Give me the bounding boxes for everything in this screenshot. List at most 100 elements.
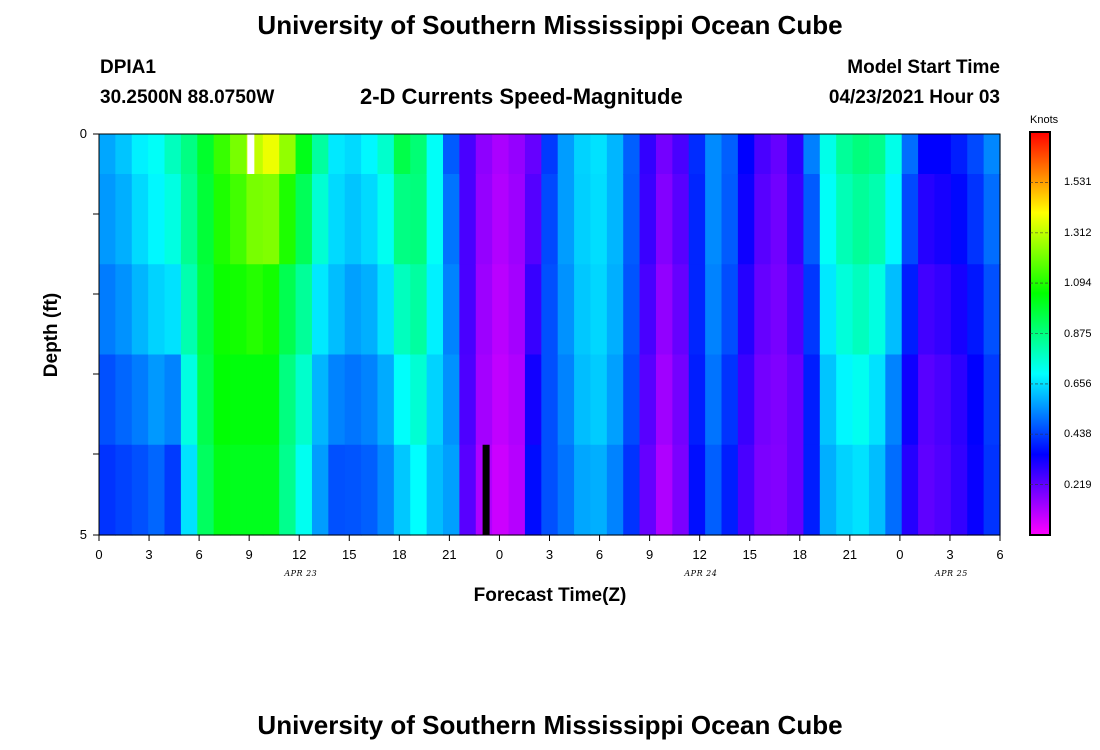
- heatmap-cell: [967, 264, 985, 356]
- heatmap-cell: [934, 444, 952, 536]
- heatmap-cell: [524, 134, 542, 175]
- heatmap-cell: [770, 264, 788, 356]
- heatmap-cell: [524, 444, 542, 536]
- colorbar: [1029, 131, 1051, 536]
- heatmap-cell: [590, 174, 608, 265]
- heatmap-cell: [262, 174, 280, 265]
- x-tick-label: 9: [245, 547, 253, 562]
- heatmap-cell: [148, 264, 166, 356]
- page-title-top: University of Southern Mississippi Ocean…: [257, 10, 843, 40]
- heatmap-cell: [426, 174, 444, 265]
- heatmap-cell: [885, 264, 903, 356]
- heatmap-cell: [688, 354, 706, 446]
- heatmap-cell: [262, 354, 280, 446]
- heatmap-cell: [508, 174, 526, 265]
- heatmap-cell: [180, 174, 198, 265]
- heatmap-cell: [672, 134, 690, 175]
- x-tick-label: 0: [495, 547, 504, 562]
- heatmap-cell: [639, 174, 657, 265]
- heatmap-cell: [639, 264, 657, 356]
- heatmap-cell: [770, 134, 788, 175]
- heatmap-cell: [885, 174, 903, 265]
- heatmap-cell: [721, 444, 739, 536]
- heatmap-cell: [541, 264, 559, 356]
- heatmap-cell: [672, 354, 690, 446]
- heatmap-cell: [852, 134, 870, 175]
- heatmap-cell: [131, 354, 149, 446]
- heatmap-cell: [836, 174, 854, 265]
- heatmap-cell: [361, 134, 379, 175]
- heatmap-cell: [279, 134, 297, 175]
- heatmap-cell: [148, 134, 166, 175]
- heatmap-cell: [131, 134, 149, 175]
- heatmap-cell: [770, 174, 788, 265]
- heatmap-cell: [328, 264, 346, 356]
- heatmap-markers: [247, 134, 490, 535]
- heatmap-cell: [262, 264, 280, 356]
- heatmap-cell: [180, 134, 198, 175]
- date-label: APR 25: [934, 569, 968, 578]
- heatmap-cell: [426, 354, 444, 446]
- heatmap-cell: [950, 264, 968, 356]
- heatmap-cell: [180, 264, 198, 356]
- heatmap-cell: [606, 264, 624, 356]
- heatmap-cell: [655, 354, 673, 446]
- heatmap-cell: [639, 354, 657, 446]
- model-start-value: 04/23/2021 Hour 03: [828, 87, 1000, 108]
- heatmap-cell: [557, 174, 575, 265]
- heatmap-cell: [557, 264, 575, 356]
- heatmap-cell: [475, 134, 493, 175]
- heatmap-cell: [492, 444, 510, 536]
- heatmap-cell: [787, 174, 805, 265]
- heatmap-cell: [459, 264, 477, 356]
- y-tick-label: 5: [79, 527, 87, 542]
- heatmap-cell: [590, 134, 608, 175]
- heatmap-cell: [967, 174, 985, 265]
- heatmap-cell: [246, 354, 264, 446]
- colorbar-tick-label: 0.875: [1064, 327, 1092, 340]
- heatmap-cell: [541, 444, 559, 536]
- heatmap-cell: [459, 134, 477, 175]
- colorbar-tick-label: 0.219: [1064, 478, 1092, 491]
- x-tick-label: 21: [442, 547, 457, 562]
- heatmap-cell: [443, 264, 460, 356]
- x-tick-label: 0: [95, 547, 103, 562]
- heatmap-cell: [705, 264, 723, 356]
- heatmap-cell: [688, 134, 706, 175]
- heatmap-cell: [508, 444, 526, 536]
- heatmap-cell: [115, 444, 133, 536]
- heatmap-cell: [705, 134, 723, 175]
- heatmap-cell: [410, 134, 428, 175]
- heatmap-cell: [230, 444, 248, 536]
- heatmap-cell: [983, 264, 1001, 356]
- heatmap-cell: [672, 264, 690, 356]
- y-tick-label: 0: [79, 126, 87, 141]
- heatmap-cell: [754, 264, 772, 356]
- heatmap-cell: [639, 444, 657, 536]
- heatmap-cell: [557, 444, 575, 536]
- heatmap-cell: [639, 134, 657, 175]
- heatmap-cell: [852, 444, 870, 536]
- x-tick-label: 18: [392, 547, 407, 562]
- heatmap-cell: [213, 444, 231, 536]
- heatmap-cell: [934, 264, 952, 356]
- heatmap-cell: [164, 354, 182, 446]
- heatmap-cell: [213, 264, 231, 356]
- heatmap-cell: [787, 264, 805, 356]
- heatmap-cell: [852, 264, 870, 356]
- heatmap-cell: [492, 354, 510, 446]
- data-marker: [247, 134, 255, 174]
- heatmap-cell: [197, 354, 215, 446]
- heatmap-cell: [672, 444, 690, 536]
- colorbar-tick-label: 1.312: [1064, 226, 1092, 239]
- heatmap-cell: [197, 264, 215, 356]
- x-tick-label: 6: [595, 547, 604, 562]
- heatmap-cell: [344, 354, 362, 446]
- heatmap-cell: [99, 264, 116, 356]
- heatmap-cell: [819, 134, 837, 175]
- heatmap-cell: [803, 444, 821, 536]
- station-coordinates: 30.2500N 88.0750W: [100, 87, 275, 108]
- heatmap-cell: [770, 354, 788, 446]
- x-axis-label: Forecast Time(Z): [473, 585, 627, 606]
